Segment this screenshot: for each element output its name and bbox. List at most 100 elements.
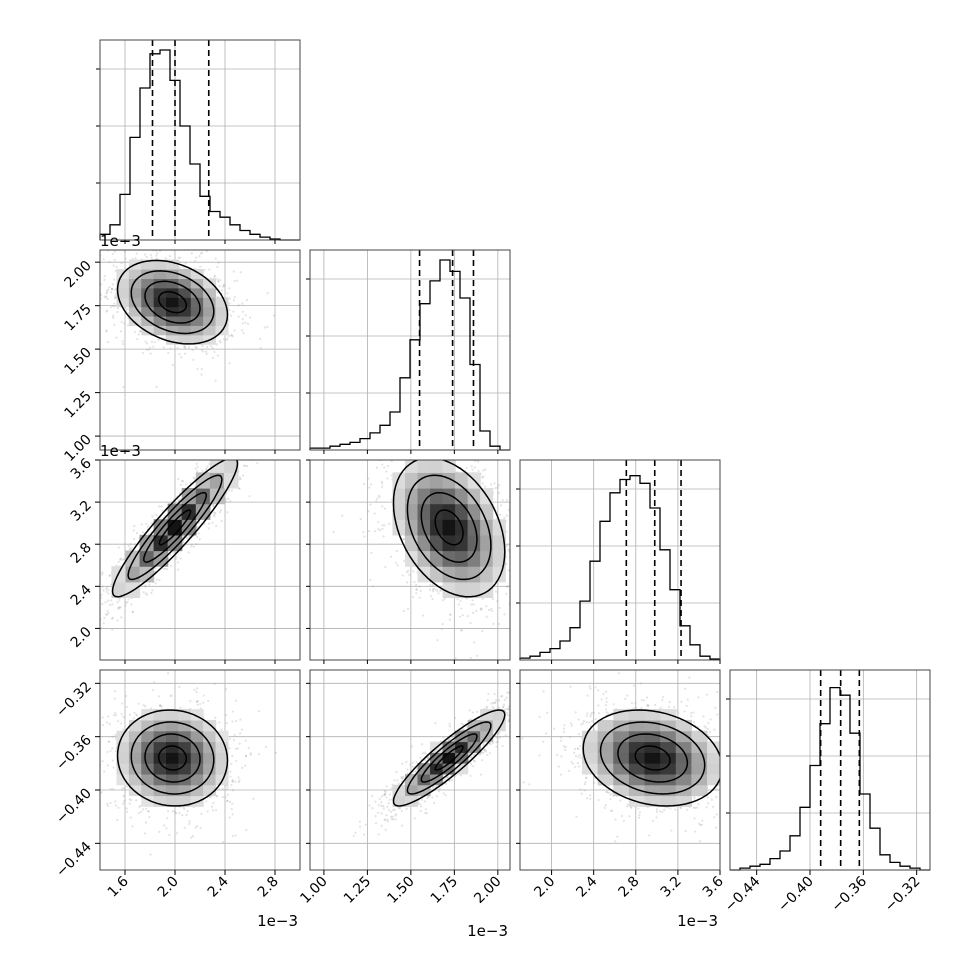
scatter-point bbox=[107, 592, 110, 595]
scatter-point bbox=[100, 593, 103, 596]
density-cell bbox=[203, 325, 217, 336]
scatter-point bbox=[192, 358, 195, 361]
scatter-point bbox=[179, 706, 182, 710]
scatter-point bbox=[101, 724, 105, 727]
scatter-point bbox=[194, 467, 197, 470]
scatter-point bbox=[341, 514, 344, 517]
scatter-point bbox=[253, 455, 255, 457]
scatter-point bbox=[246, 465, 249, 468]
scatter-point bbox=[107, 715, 110, 718]
density-cell bbox=[128, 278, 142, 289]
scatter-point bbox=[105, 330, 108, 333]
scatter-point bbox=[244, 314, 247, 317]
scatter-point bbox=[196, 535, 199, 539]
density-cell bbox=[141, 325, 155, 336]
scatter-point bbox=[198, 255, 201, 258]
scatter-point bbox=[239, 271, 242, 274]
scatter-point bbox=[121, 558, 124, 561]
scatter-point bbox=[473, 466, 476, 469]
density-cell bbox=[203, 278, 217, 289]
scatter-point bbox=[90, 625, 92, 627]
scatter-point bbox=[194, 667, 196, 669]
scatter-point bbox=[206, 465, 209, 468]
scatter-point bbox=[485, 615, 488, 618]
scatter-point bbox=[241, 302, 244, 305]
scatter-point bbox=[481, 482, 484, 485]
scatter-point bbox=[159, 704, 162, 707]
scatter-point bbox=[135, 532, 139, 535]
scatter-point bbox=[218, 339, 221, 343]
scatter-point bbox=[428, 588, 432, 592]
scatter-point bbox=[112, 714, 116, 717]
scatter-point bbox=[369, 503, 372, 506]
scatter-point bbox=[129, 799, 133, 802]
scatter-point bbox=[421, 614, 425, 617]
scatter-point bbox=[456, 598, 459, 601]
density-cell bbox=[178, 287, 192, 298]
scatter-point bbox=[377, 521, 380, 524]
scatter-point bbox=[498, 606, 501, 609]
scatter-point bbox=[437, 592, 440, 595]
scatter-point bbox=[228, 334, 231, 337]
density-cell bbox=[128, 315, 142, 326]
scatter-point bbox=[213, 513, 216, 516]
scatter-point bbox=[460, 629, 464, 632]
scatter-point bbox=[234, 455, 236, 457]
density-cell bbox=[116, 278, 130, 289]
scatter-point bbox=[105, 613, 108, 616]
scatter-point bbox=[231, 834, 234, 838]
density-cell bbox=[203, 315, 217, 326]
scatter-point bbox=[97, 301, 99, 303]
scatter-point bbox=[93, 619, 95, 621]
scatter-point bbox=[452, 455, 454, 457]
scatter-point bbox=[459, 599, 462, 603]
scatter-point bbox=[202, 350, 205, 353]
scatter-point bbox=[476, 453, 478, 455]
scatter-point bbox=[200, 373, 203, 376]
scatter-point bbox=[507, 509, 510, 512]
scatter-point bbox=[440, 454, 442, 456]
contour-3 bbox=[111, 460, 239, 598]
density-cell bbox=[178, 315, 192, 326]
scatter-point bbox=[151, 589, 154, 592]
density-cell bbox=[178, 325, 192, 336]
scatter-point bbox=[481, 597, 484, 600]
scatter-point bbox=[214, 511, 217, 515]
scatter-point bbox=[197, 532, 200, 535]
scatter-point bbox=[202, 694, 205, 697]
scatter-point bbox=[114, 714, 117, 717]
scatter-point bbox=[245, 456, 247, 458]
scatter-point bbox=[244, 321, 247, 324]
scatter-point bbox=[116, 818, 119, 822]
scatter-point bbox=[232, 299, 235, 302]
scatter-point bbox=[226, 292, 229, 295]
contour-0 bbox=[158, 290, 188, 314]
scatter-point bbox=[120, 320, 123, 324]
scatter-point bbox=[181, 814, 184, 817]
scatter-point bbox=[201, 344, 204, 347]
scatter-point bbox=[117, 546, 120, 549]
scatter-point bbox=[226, 793, 230, 796]
scatter-point bbox=[126, 810, 129, 813]
scatter-point bbox=[90, 257, 92, 259]
scatter-point bbox=[142, 591, 145, 594]
scatter-point bbox=[243, 464, 246, 467]
scatter-point bbox=[381, 527, 384, 531]
scatter-point bbox=[168, 255, 171, 258]
scatter-point bbox=[228, 747, 231, 750]
scatter-point bbox=[230, 314, 233, 317]
scatter-point bbox=[166, 816, 169, 820]
scatter-point bbox=[230, 334, 233, 337]
density-cell bbox=[215, 297, 229, 308]
density-cell bbox=[430, 487, 444, 505]
scatter-point bbox=[175, 555, 178, 558]
scatter-point bbox=[200, 348, 204, 351]
scatter-point bbox=[401, 574, 404, 577]
scatter-point bbox=[239, 477, 243, 481]
scatter-point bbox=[172, 551, 175, 554]
scatter-point bbox=[230, 489, 234, 492]
scatter-point bbox=[418, 596, 421, 599]
scatter-point bbox=[116, 601, 119, 604]
scatter-point bbox=[114, 293, 117, 296]
scatter-point bbox=[116, 310, 119, 314]
